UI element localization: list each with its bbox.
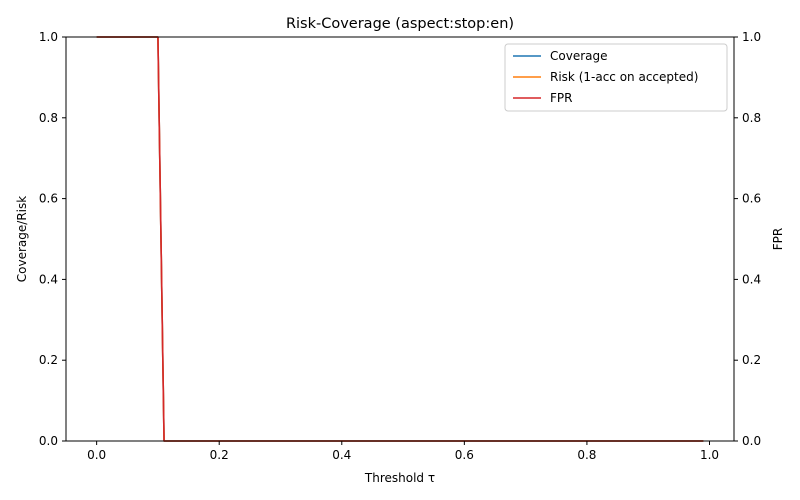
legend: Coverage Risk (1-acc on accepted) FPR: [504, 43, 728, 112]
y2-tick-label: 0.0: [742, 434, 761, 448]
x-tick-label: 0.8: [577, 448, 596, 462]
y-tick-label: 0.4: [39, 272, 58, 286]
y-tick-label: 1.0: [39, 30, 58, 44]
chart-title: Risk-Coverage (aspect:stop:en): [286, 16, 514, 32]
y-axis-label: Coverage/Risk: [15, 196, 29, 282]
x-tick-label: 0.6: [455, 448, 474, 462]
y2-tick-label: 0.4: [742, 272, 761, 286]
legend-frame: [504, 43, 728, 112]
y2-axis-label: FPR: [771, 228, 785, 250]
y-tick-label: 0.0: [39, 434, 58, 448]
x-axis-label: Threshold τ: [364, 471, 435, 485]
x-tick-label: 0.4: [332, 448, 351, 462]
axes-layer: [65, 36, 735, 442]
x-tick-label: 1.0: [700, 448, 719, 462]
x-tick-label: 0.0: [87, 448, 106, 462]
ticks-layer: 0.0 0.2 0.4 0.6 0.8 1.0 0.0 0.2 0.4 0.6 0.8 1.0 0.0 0…: [39, 30, 761, 462]
legend-label: Coverage: [550, 49, 608, 63]
y2-tick-label: 1.0: [742, 30, 761, 44]
legend-label: FPR: [550, 91, 572, 105]
legend-label: Risk (1-acc on accepted): [550, 70, 698, 84]
y-tick-label: 0.2: [39, 353, 58, 367]
plot-frame: [65, 36, 735, 442]
y2-tick-label: 0.8: [742, 111, 761, 125]
y-tick-label: 0.8: [39, 111, 58, 125]
y2-tick-label: 0.6: [742, 192, 761, 206]
y2-tick-label: 0.2: [742, 353, 761, 367]
y-tick-label: 0.6: [39, 192, 58, 206]
x-tick-label: 0.2: [210, 448, 229, 462]
